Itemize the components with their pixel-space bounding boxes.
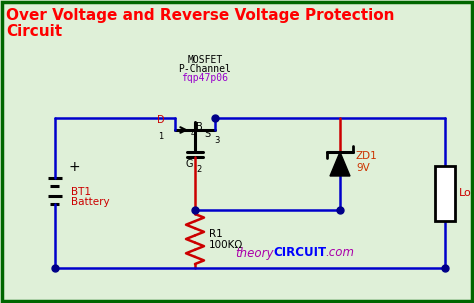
Text: .com: .com [325,247,354,259]
Text: R1: R1 [209,229,223,239]
Text: ZD1: ZD1 [356,151,378,161]
Polygon shape [330,152,350,176]
Text: Circuit: Circuit [6,24,62,39]
Text: 4: 4 [191,129,196,138]
Text: Over Voltage and Reverse Voltage Protection: Over Voltage and Reverse Voltage Protect… [6,8,394,23]
Text: 9V: 9V [356,163,370,173]
Text: 1: 1 [158,132,164,141]
Text: 3: 3 [214,136,219,145]
Bar [435,165,455,221]
Text: +: + [69,160,81,174]
Text: B: B [196,122,202,132]
Text: BT1: BT1 [71,187,91,197]
Text: 2: 2 [196,165,201,174]
Text: S: S [204,129,210,139]
Text: P-Channel: P-Channel [179,64,231,74]
Text: Battery: Battery [71,197,109,207]
Text: CIRCUIT: CIRCUIT [273,247,326,259]
Text: G: G [185,159,193,169]
Text: 100KΩ: 100KΩ [209,240,243,250]
Text: Load: Load [459,188,474,198]
Text: MOSFET: MOSFET [187,55,223,65]
Text: theory: theory [235,247,273,259]
Text: fqp47p06: fqp47p06 [182,73,228,83]
Text: D: D [157,115,165,125]
